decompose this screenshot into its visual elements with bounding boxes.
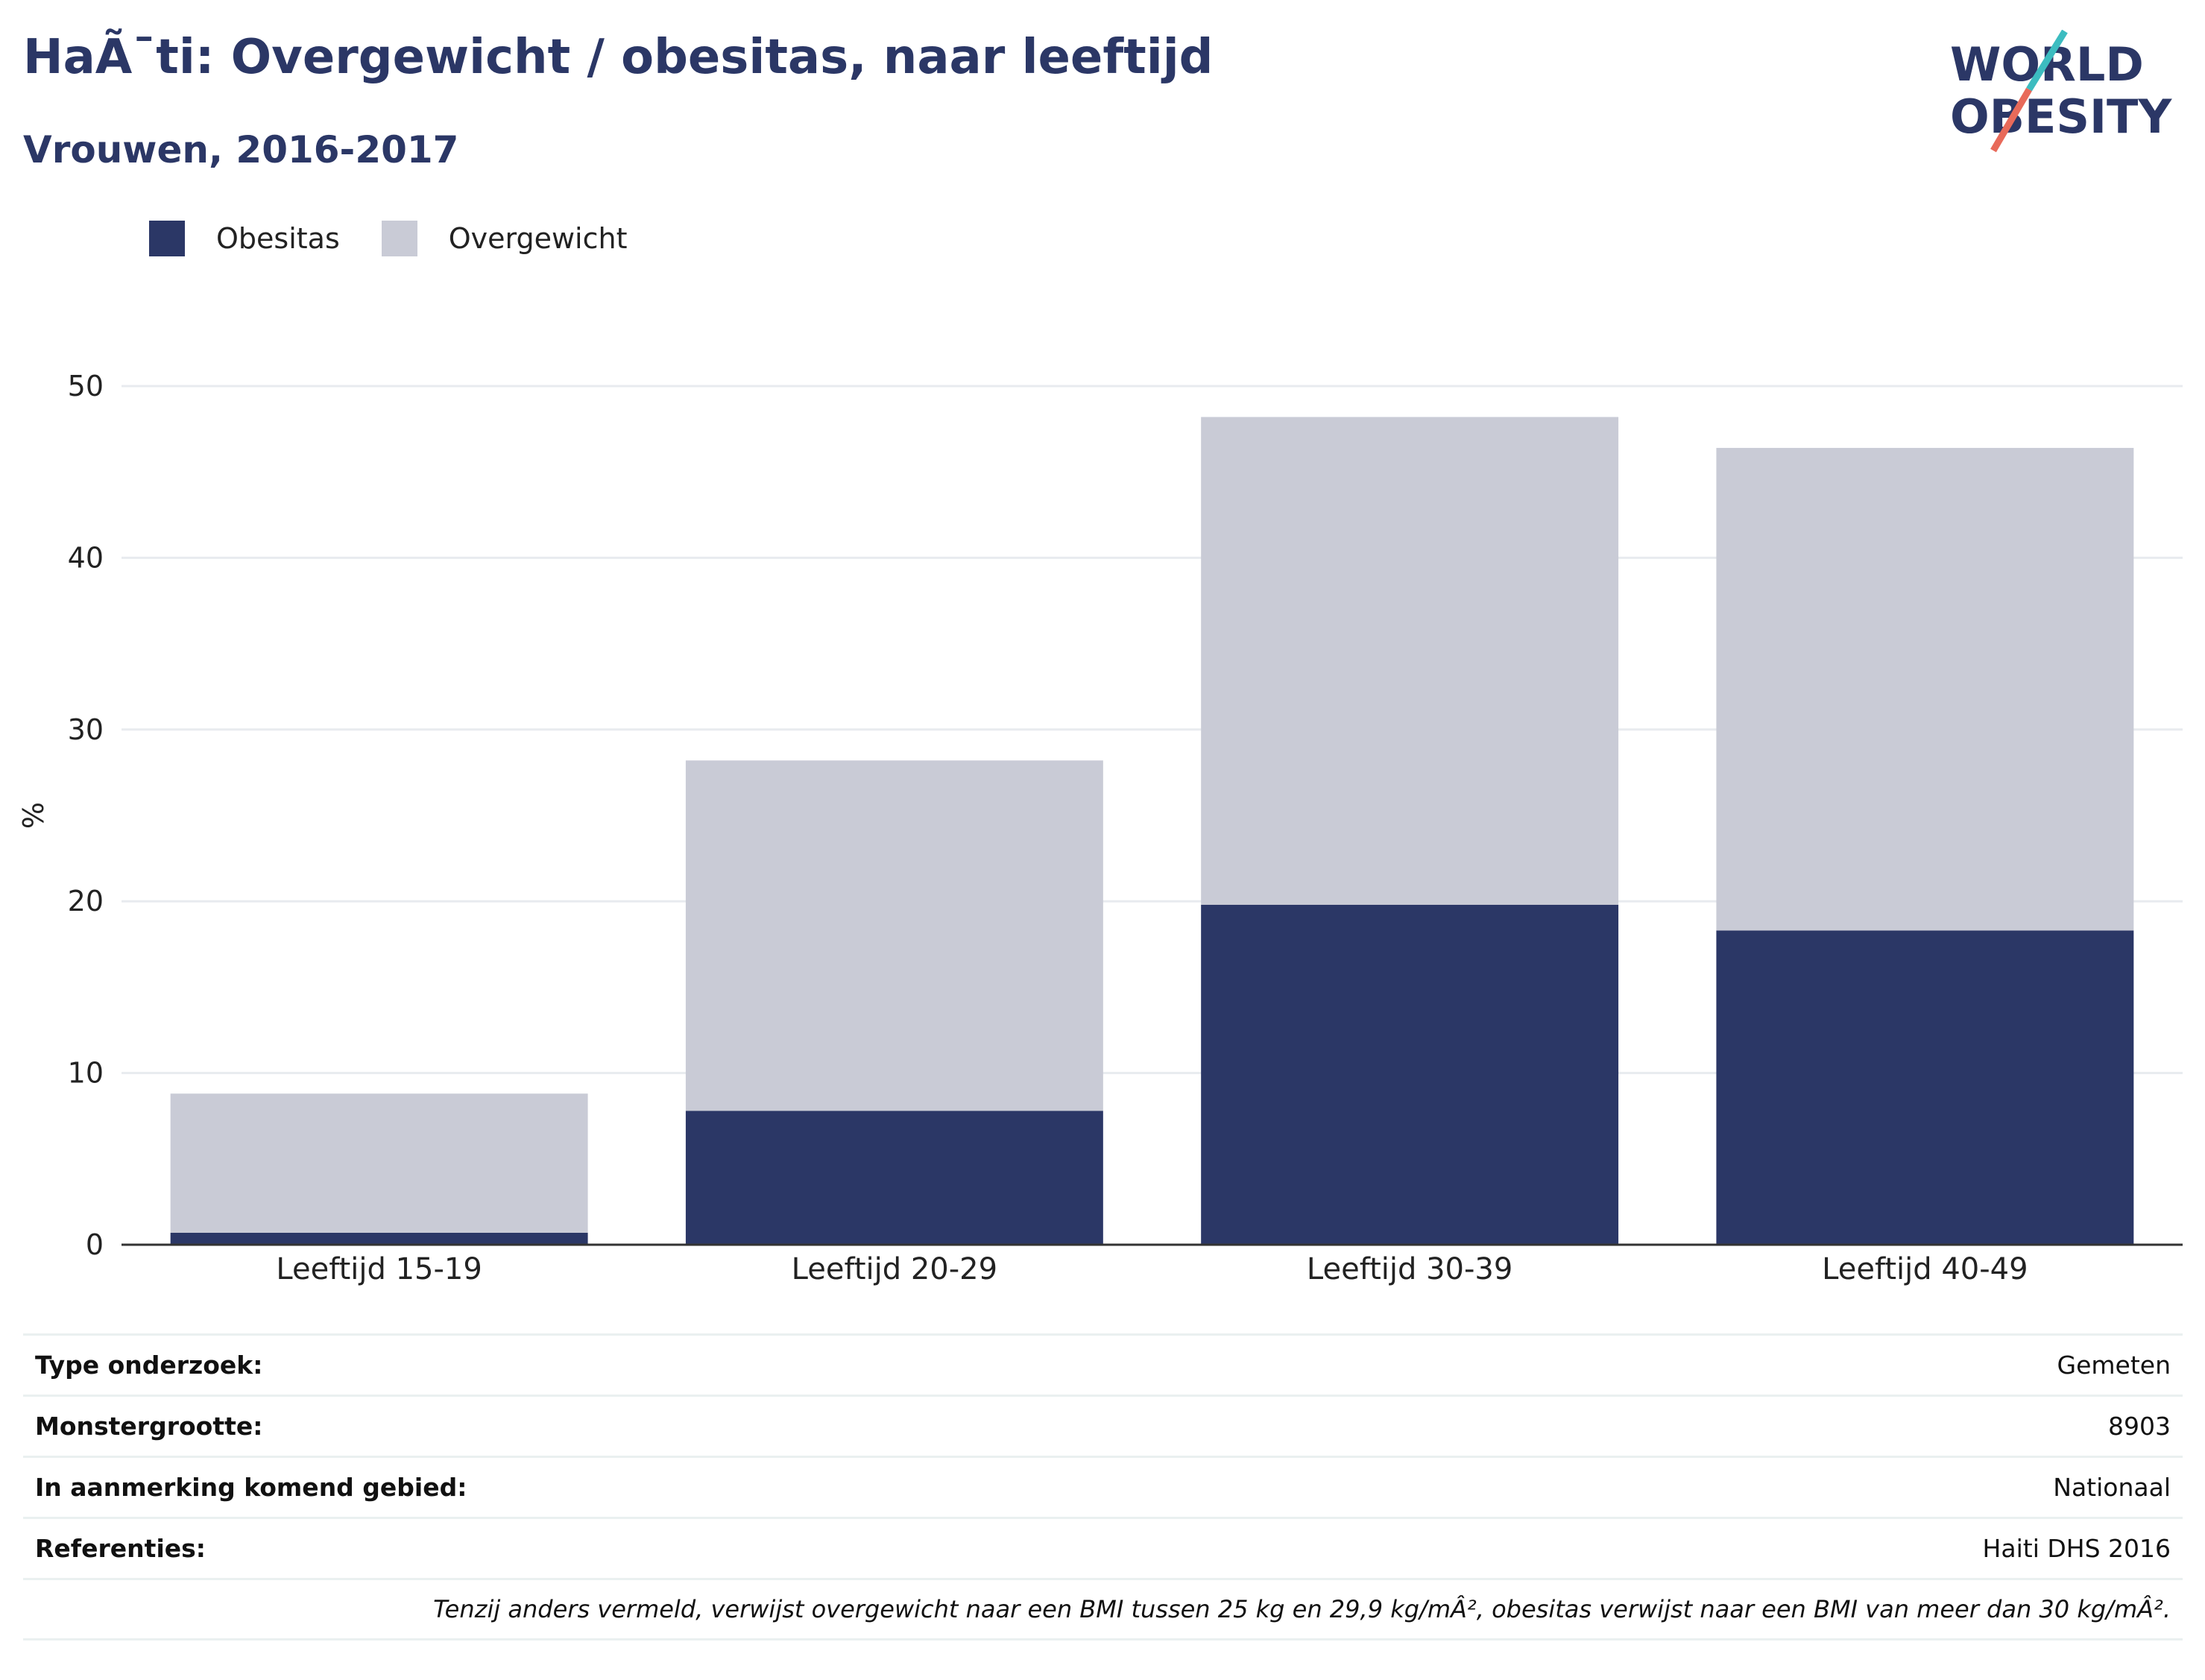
info-row-area: In aanmerking komend gebied: Nationaal (23, 1456, 2183, 1517)
info-row-type: Type onderzoek: Gemeten (23, 1333, 2183, 1395)
x-tick-label: Leeftijd 15-19 (276, 1252, 482, 1286)
info-table: Type onderzoek: Gemeten Monstergrootte: … (23, 1333, 2183, 1640)
y-tick-label: 0 (86, 1228, 104, 1261)
info-label: Referenties: (35, 1534, 206, 1563)
chart-title: HaÃ¯ti: Overgewicht / obesitas, naar lee… (23, 30, 1214, 85)
info-value: Nationaal (2053, 1473, 2171, 1502)
footnote: Tenzij anders vermeld, verwijst overgewi… (433, 1595, 2171, 1623)
bar-obesitas-3[interactable] (1201, 904, 1619, 1245)
bar-obesitas-1[interactable] (170, 1232, 588, 1245)
footnote-row: Tenzij anders vermeld, verwijst overgewi… (23, 1578, 2183, 1640)
info-label: In aanmerking komend gebied: (35, 1473, 467, 1502)
y-tick-label: 10 (68, 1057, 104, 1090)
y-tick-label: 30 (68, 713, 104, 746)
bar-overgewicht-4[interactable] (1716, 447, 2134, 931)
info-value: 8903 (2108, 1412, 2171, 1441)
chart-subtitle: Vrouwen, 2016-2017 (23, 128, 459, 171)
x-tick-label: Leeftijd 20-29 (792, 1252, 997, 1286)
legend-label: Overgewicht (448, 222, 628, 255)
y-tick-label: 50 (68, 370, 104, 402)
world-obesity-logo: WORLD OBESITY (1950, 30, 2172, 153)
y-tick-label: 40 (68, 541, 104, 574)
info-row-references: Referenties: Haiti DHS 2016 (23, 1517, 2183, 1578)
bar-overgewicht-1[interactable] (170, 1093, 588, 1233)
info-label: Type onderzoek: (35, 1351, 263, 1380)
legend-swatch-obesitas (149, 221, 185, 256)
bar-overgewicht-2[interactable] (685, 760, 1103, 1111)
bars (170, 417, 2134, 1245)
info-value: Gemeten (2057, 1351, 2171, 1380)
x-tick-label: Leeftijd 30-39 (1307, 1252, 1512, 1286)
stacked-bar-chart: 0 10 20 30 40 50 Leeftijd 15-19 Leeftijd 20-29… (17, 370, 2183, 1286)
legend-item-overgewicht[interactable]: Overgewicht (381, 221, 628, 256)
legend-label: Obesitas (216, 222, 340, 255)
x-axis-ticks: Leeftijd 15-19 Leeftijd 20-29 Leeftijd 30-… (276, 1252, 2028, 1286)
legend-swatch-overgewicht (381, 221, 417, 256)
bar-overgewicht-3[interactable] (1201, 417, 1619, 905)
y-tick-label: 20 (68, 885, 104, 918)
y-axis-label: % (17, 802, 50, 829)
info-row-sample-size: Monstergrootte: 8903 (23, 1395, 2183, 1456)
info-label: Monstergrootte: (35, 1412, 263, 1441)
bar-obesitas-2[interactable] (685, 1111, 1103, 1245)
bar-obesitas-4[interactable] (1716, 930, 2134, 1245)
legend-item-obesitas[interactable]: Obesitas (149, 221, 340, 256)
info-value: Haiti DHS 2016 (1982, 1534, 2171, 1563)
y-axis-ticks: 0 10 20 30 40 50 (68, 370, 104, 1261)
x-tick-label: Leeftijd 40-49 (1822, 1252, 2028, 1286)
chart-legend: Obesitas Overgewicht (149, 221, 669, 256)
logo-line-obesity: OBESITY (1950, 89, 2172, 144)
